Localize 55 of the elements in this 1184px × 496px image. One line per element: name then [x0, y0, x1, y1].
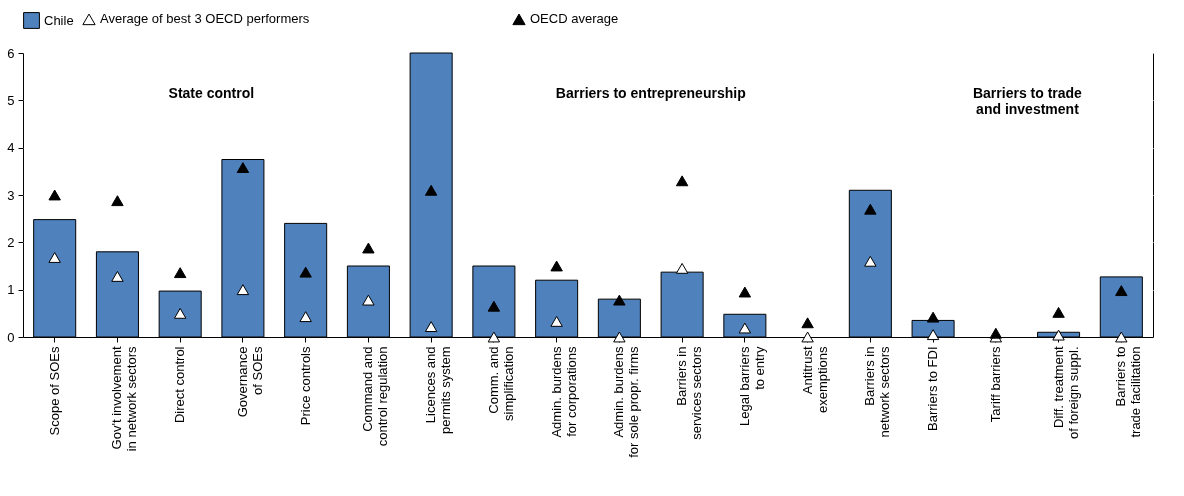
point: [111, 195, 124, 207]
point: [738, 286, 752, 298]
point: [1052, 329, 1065, 341]
y-tick-label: 3: [7, 187, 15, 203]
y-tick-label: 0: [7, 329, 15, 345]
point: [111, 270, 124, 282]
point: [1115, 331, 1128, 343]
point: [989, 327, 1003, 339]
point: [362, 242, 375, 254]
point: [424, 184, 438, 196]
x-tick-label: Direct control: [172, 346, 188, 424]
point: [299, 311, 312, 323]
x-tick-label: Legal barriers to entry: [736, 346, 767, 426]
y-tick-label: 2: [7, 234, 15, 250]
annotation: Barriers to entrepreneurship: [555, 85, 746, 101]
point: [173, 267, 187, 279]
point: [1052, 306, 1065, 318]
point: [926, 311, 940, 323]
x-tick-label: Tariff barriers: [987, 346, 1003, 423]
point: [613, 294, 626, 306]
x-tick-label: Scope of SOEs: [46, 346, 62, 436]
x-tick-label: Gov't involvement in network sectors: [109, 346, 140, 452]
point: [299, 266, 312, 278]
x-tick-label: Barriers to FDI: [925, 346, 941, 432]
x-tick-label: Price controls: [297, 346, 313, 426]
point: [487, 300, 501, 312]
y-tick-label: 4: [7, 140, 15, 156]
point: [864, 255, 877, 267]
point: [675, 262, 689, 274]
y-tick-label: 6: [7, 45, 15, 61]
x-tick-label: Diff. treatment of foreign suppl.: [1050, 346, 1081, 440]
point: [801, 331, 814, 343]
annotation: State control: [168, 85, 255, 101]
x-tick-label: Command and control regulation: [360, 346, 391, 447]
point: [424, 321, 438, 333]
point: [613, 331, 626, 343]
point: [48, 189, 61, 201]
point: [675, 175, 689, 187]
point: [487, 331, 501, 343]
point: [864, 203, 877, 215]
point: [236, 284, 250, 296]
point: [550, 315, 563, 327]
legend-label: Average of best 3 OECD performers: [100, 11, 310, 27]
annotation: Barriers to trade and investment: [972, 85, 1083, 117]
point: [362, 294, 375, 306]
y-tick-label: 5: [7, 92, 15, 108]
legend-label: OECD average: [530, 11, 619, 27]
point: [550, 260, 563, 272]
point: [801, 317, 814, 329]
point: [236, 162, 250, 173]
legend-label: Chile: [44, 12, 74, 28]
y-tick-label: 1: [7, 282, 15, 298]
point: [48, 252, 61, 263]
point: [1115, 285, 1128, 297]
x-tick-label: Governance of SOEs: [234, 346, 265, 418]
